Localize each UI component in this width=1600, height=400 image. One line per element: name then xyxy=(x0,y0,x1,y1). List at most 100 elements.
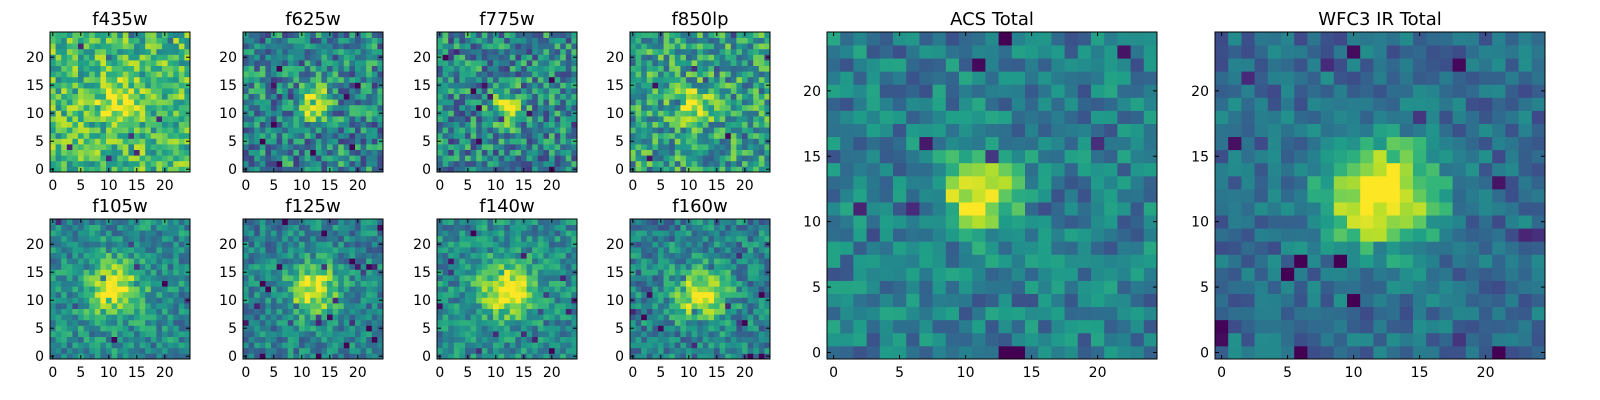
heatmap-cell xyxy=(509,144,516,150)
heatmap-cell xyxy=(61,275,68,281)
heatmap-cell xyxy=(742,99,748,106)
heatmap-cell xyxy=(243,76,249,83)
heatmap-cell xyxy=(243,230,249,237)
heatmap-cell xyxy=(565,297,572,304)
heatmap-cell xyxy=(167,308,174,315)
heatmap-cell xyxy=(72,138,79,145)
heatmap-cell xyxy=(162,160,168,167)
heatmap-cell xyxy=(371,319,378,326)
heatmap-cell xyxy=(265,347,272,354)
heatmap-cell xyxy=(184,48,191,55)
heatmap-cell xyxy=(156,121,163,128)
heatmap-cell xyxy=(271,247,277,253)
heatmap-cell xyxy=(481,314,488,321)
heatmap-cell xyxy=(72,291,79,298)
heatmap-cell xyxy=(549,286,555,293)
heatmap-cell xyxy=(254,121,261,128)
heatmap-cell xyxy=(89,71,96,78)
heatmap-cell xyxy=(117,314,124,321)
heatmap-cell xyxy=(753,54,760,61)
heatmap-cell xyxy=(94,54,101,61)
heatmap-cell xyxy=(686,291,692,298)
heatmap-cell xyxy=(310,37,317,44)
heatmap-cell xyxy=(355,93,361,100)
heatmap-cell xyxy=(259,336,266,343)
heatmap-cell xyxy=(652,297,659,304)
heatmap-cell xyxy=(680,160,687,167)
heatmap-cell xyxy=(321,230,328,237)
heatmap-cell xyxy=(156,155,163,162)
heatmap-cell xyxy=(89,314,96,321)
heatmap-cell xyxy=(680,319,687,326)
heatmap-cell xyxy=(371,99,378,106)
heatmap-cell xyxy=(111,319,118,326)
heatmap-cell xyxy=(747,303,754,309)
heatmap-cell xyxy=(173,60,180,66)
heatmap-cell xyxy=(674,48,681,55)
heatmap-cell xyxy=(259,54,266,61)
heatmap-cell xyxy=(702,127,709,134)
heatmap-cell xyxy=(736,319,743,326)
heatmap-cell xyxy=(66,37,73,44)
y-tick-label: 10 xyxy=(413,293,431,309)
heatmap-cell xyxy=(293,37,300,44)
heatmap-cell xyxy=(465,149,471,156)
heatmap-cell xyxy=(481,155,488,162)
heatmap-cell xyxy=(78,258,84,265)
heatmap-cell xyxy=(349,347,356,354)
heatmap-cell xyxy=(299,308,305,315)
heatmap-cell xyxy=(526,303,533,309)
heatmap-cell xyxy=(509,48,516,55)
heatmap-cell xyxy=(89,286,96,293)
heatmap-cell xyxy=(304,235,311,242)
heatmap-cell xyxy=(66,342,73,349)
heatmap-cell xyxy=(697,155,704,162)
heatmap-cell xyxy=(128,155,135,162)
heatmap-cell xyxy=(758,32,765,38)
heatmap-cell xyxy=(178,252,185,259)
heatmap-cell xyxy=(652,127,659,134)
heatmap-cell xyxy=(764,155,771,162)
heatmap-cell xyxy=(173,235,180,242)
heatmap-cell xyxy=(543,252,550,259)
heatmap-cell xyxy=(271,99,277,106)
heatmap-cell xyxy=(259,297,266,304)
heatmap-cell xyxy=(122,138,129,145)
heatmap-cell xyxy=(543,258,550,265)
heatmap-cell xyxy=(702,160,709,167)
heatmap-cell xyxy=(128,291,135,298)
heatmap-cell xyxy=(327,138,333,145)
heatmap-cell xyxy=(465,104,471,111)
heatmap-cell xyxy=(282,71,289,78)
heatmap-cell xyxy=(287,269,294,276)
heatmap-cell xyxy=(78,93,84,100)
heatmap-cell xyxy=(66,99,73,106)
heatmap-cell xyxy=(377,76,384,83)
heatmap-cell xyxy=(72,258,79,265)
heatmap-cell xyxy=(515,308,522,315)
heatmap-cell xyxy=(55,342,62,349)
heatmap-cell xyxy=(338,99,345,106)
heatmap-cell xyxy=(184,342,191,349)
heatmap-cell xyxy=(78,48,84,55)
heatmap-cell xyxy=(338,54,345,61)
heatmap-cell xyxy=(702,319,709,326)
heatmap-cell xyxy=(465,144,471,150)
heatmap-cell xyxy=(162,88,168,94)
heatmap-cell xyxy=(304,219,311,225)
heatmap-cell xyxy=(714,297,720,304)
heatmap-cell xyxy=(349,116,356,122)
heatmap-cell xyxy=(725,303,732,309)
heatmap-cell xyxy=(122,155,129,162)
heatmap-cell xyxy=(293,48,300,55)
heatmap-cell xyxy=(758,54,765,61)
heatmap-cell xyxy=(652,331,659,337)
heatmap-cell xyxy=(532,144,539,150)
heatmap-cell xyxy=(55,308,62,315)
heatmap-cell xyxy=(265,104,272,111)
heatmap-cell xyxy=(332,297,339,304)
heatmap-cell xyxy=(658,308,664,315)
heatmap-cell xyxy=(747,291,754,298)
heatmap-cell xyxy=(565,104,572,111)
heatmap-cell xyxy=(549,297,555,304)
